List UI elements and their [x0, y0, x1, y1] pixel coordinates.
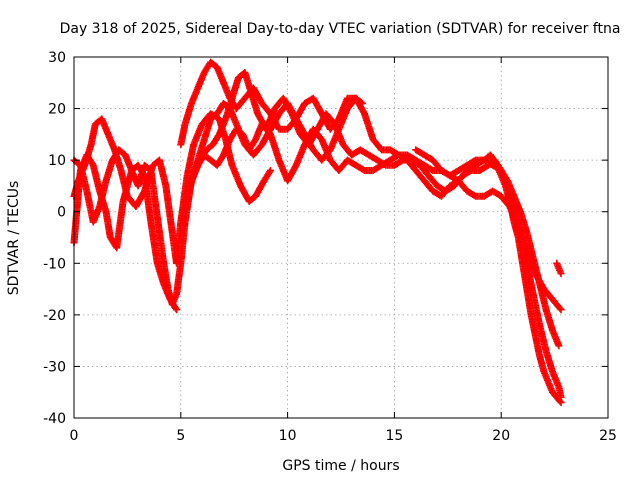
chart-title: Day 318 of 2025, Sidereal Day-to-day VTE… [60, 21, 621, 37]
x-tick-labels: 0 5 10 15 20 25 [70, 428, 617, 444]
data-point [172, 304, 180, 312]
data-point [266, 168, 274, 176]
y-tick-label: -40 [43, 411, 66, 427]
x-tick-label: 10 [279, 428, 297, 444]
y-tick-label: 0 [57, 205, 66, 221]
x-tick-label: 20 [492, 428, 510, 444]
x-tick-label: 0 [70, 428, 79, 444]
y-tick-label: 20 [48, 102, 66, 118]
y-tick-label: -30 [43, 359, 66, 375]
y-tick-labels: -40 -30 -20 -10 0 10 20 30 [43, 50, 66, 427]
axis-ticks [73, 56, 609, 419]
y-tick-label: -10 [43, 256, 66, 272]
series-arc-8 [553, 259, 565, 278]
data-point [557, 393, 565, 401]
data-point [556, 304, 564, 312]
data-point [267, 166, 275, 174]
y-axis-label: SDTVAR / TECUs [6, 181, 22, 296]
series-arc-7 [412, 146, 565, 401]
data-point [555, 342, 563, 350]
x-axis-label: GPS time / hours [282, 458, 399, 474]
y-tick-label: -20 [43, 308, 66, 324]
data-point [173, 306, 181, 314]
y-tick-label: 10 [48, 153, 66, 169]
plot-frame [73, 56, 609, 419]
data-point [557, 270, 565, 278]
x-tick-label: 25 [599, 428, 617, 444]
series-arc-1 [70, 151, 181, 314]
x-tick-label: 15 [385, 428, 403, 444]
x-tick-label: 5 [176, 428, 185, 444]
data-marks [70, 58, 565, 407]
y-tick-label: 30 [48, 50, 66, 66]
data-point [557, 306, 565, 314]
